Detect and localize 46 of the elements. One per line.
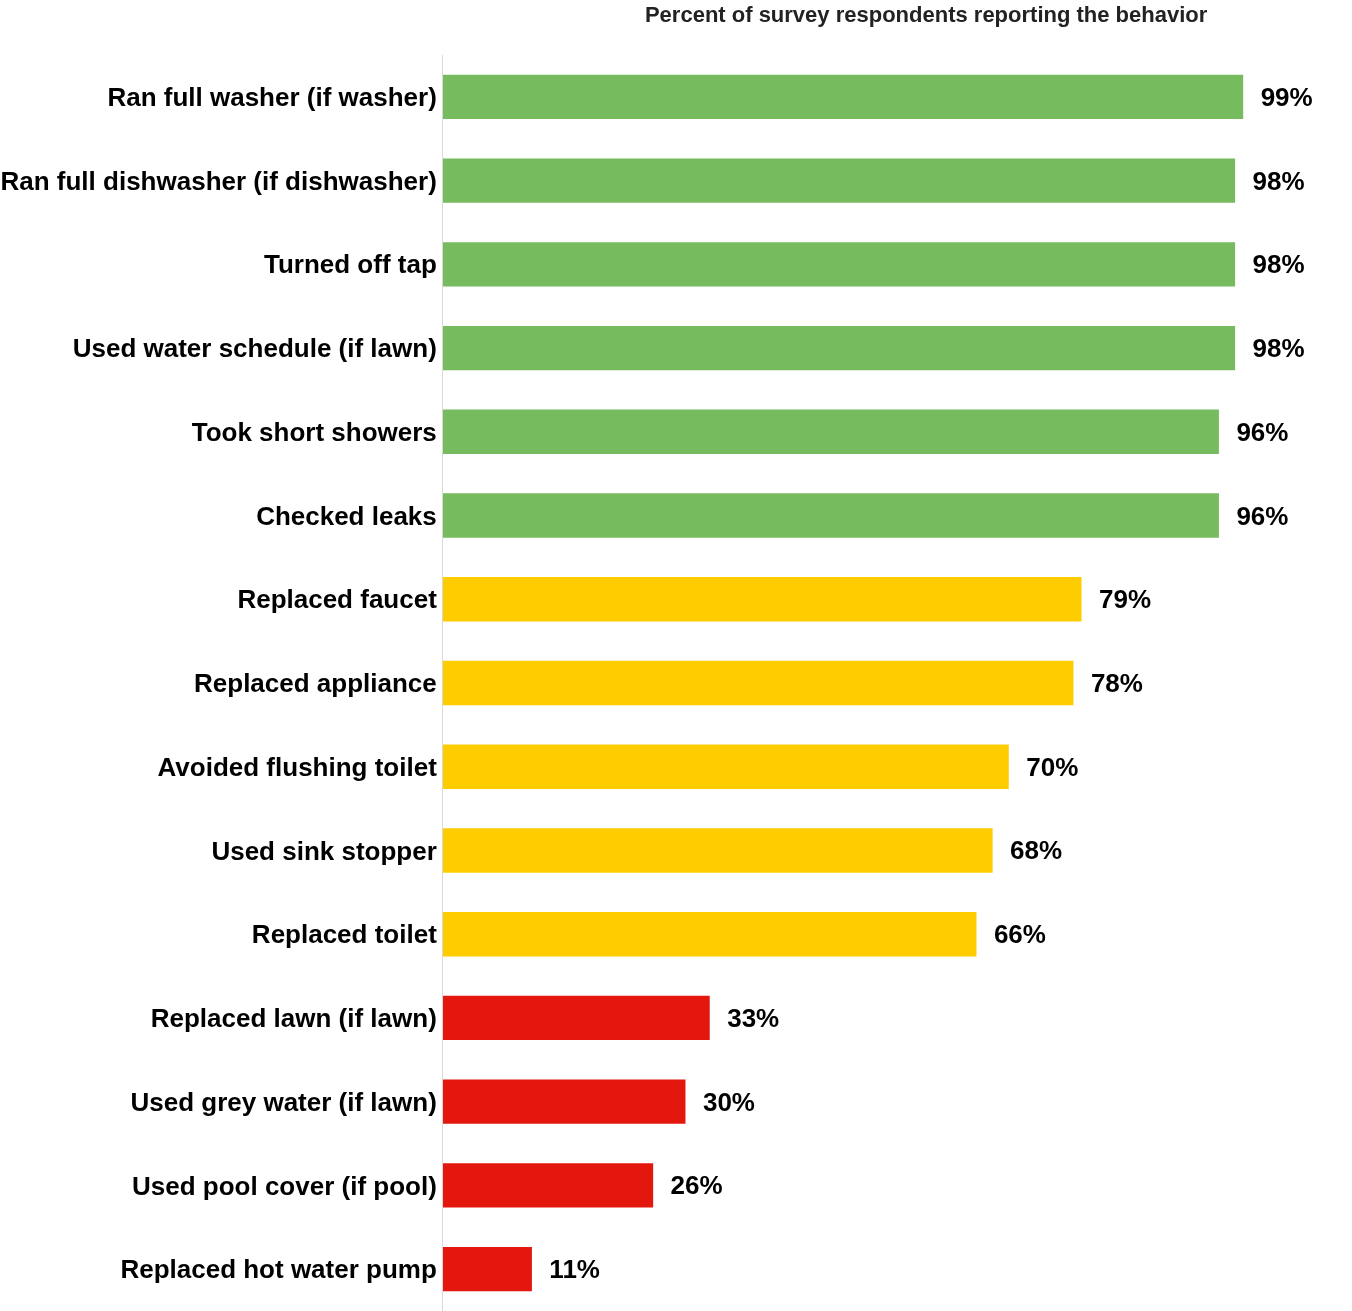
- bar: [443, 242, 1236, 287]
- bar: [443, 1246, 532, 1292]
- data-label: 96%: [1221, 416, 1289, 447]
- bar: [443, 1163, 654, 1208]
- data-label: 30%: [688, 1086, 755, 1117]
- bar: [443, 995, 710, 1041]
- data-label: 99%: [1246, 81, 1313, 112]
- data-label: 66%: [979, 919, 1046, 950]
- bar: [443, 158, 1236, 203]
- bar: [443, 409, 1219, 454]
- bar: [443, 325, 1236, 371]
- data-label: 79%: [1084, 584, 1152, 615]
- data-label: 33%: [712, 1002, 780, 1033]
- data-label: 70%: [1011, 751, 1079, 782]
- bar: [443, 1079, 686, 1124]
- y-tick-label: Used sink stopper: [211, 835, 437, 866]
- bar: [443, 660, 1074, 706]
- bar: [443, 493, 1219, 538]
- y-tick-label: Ran full dishwasher (if dishwasher): [0, 165, 437, 196]
- y-tick-label: Used water schedule (if lawn): [72, 333, 437, 364]
- y-tick-label: Replaced lawn (if lawn): [150, 1003, 437, 1034]
- y-tick-label: Replaced appliance: [194, 668, 437, 699]
- y-tick-label: Checked leaks: [256, 500, 437, 531]
- bar: [443, 828, 993, 873]
- y-tick-label: Replaced faucet: [237, 584, 438, 615]
- y-tick-label: Turned off tap: [263, 249, 437, 280]
- data-label: 98%: [1238, 333, 1305, 364]
- data-label: 26%: [656, 1170, 723, 1201]
- y-tick-label: Used pool cover (if pool): [132, 1170, 437, 1201]
- bar: [443, 744, 1009, 789]
- chart-title: Percent of survey respondents reporting the behavior: [644, 1, 1208, 27]
- bar: [443, 74, 1244, 120]
- y-tick-label: Replaced toilet: [251, 919, 438, 950]
- data-label: 96%: [1221, 500, 1289, 531]
- data-label: 98%: [1238, 165, 1305, 196]
- data-label: 98%: [1238, 249, 1305, 280]
- data-label: 78%: [1076, 668, 1143, 698]
- y-tick-label: Avoided flushing toilet: [157, 751, 438, 782]
- data-label: 68%: [995, 835, 1063, 866]
- y-tick-label: Used grey water (if lawn): [130, 1086, 437, 1117]
- y-tick-label: Replaced hot water pump: [120, 1254, 437, 1285]
- bar: [443, 577, 1082, 622]
- y-tick-label: Took short showers: [191, 416, 437, 447]
- bar: [443, 912, 977, 957]
- data-label: 11%: [534, 1254, 600, 1285]
- y-tick-label: Ran full washer (if washer): [107, 81, 437, 112]
